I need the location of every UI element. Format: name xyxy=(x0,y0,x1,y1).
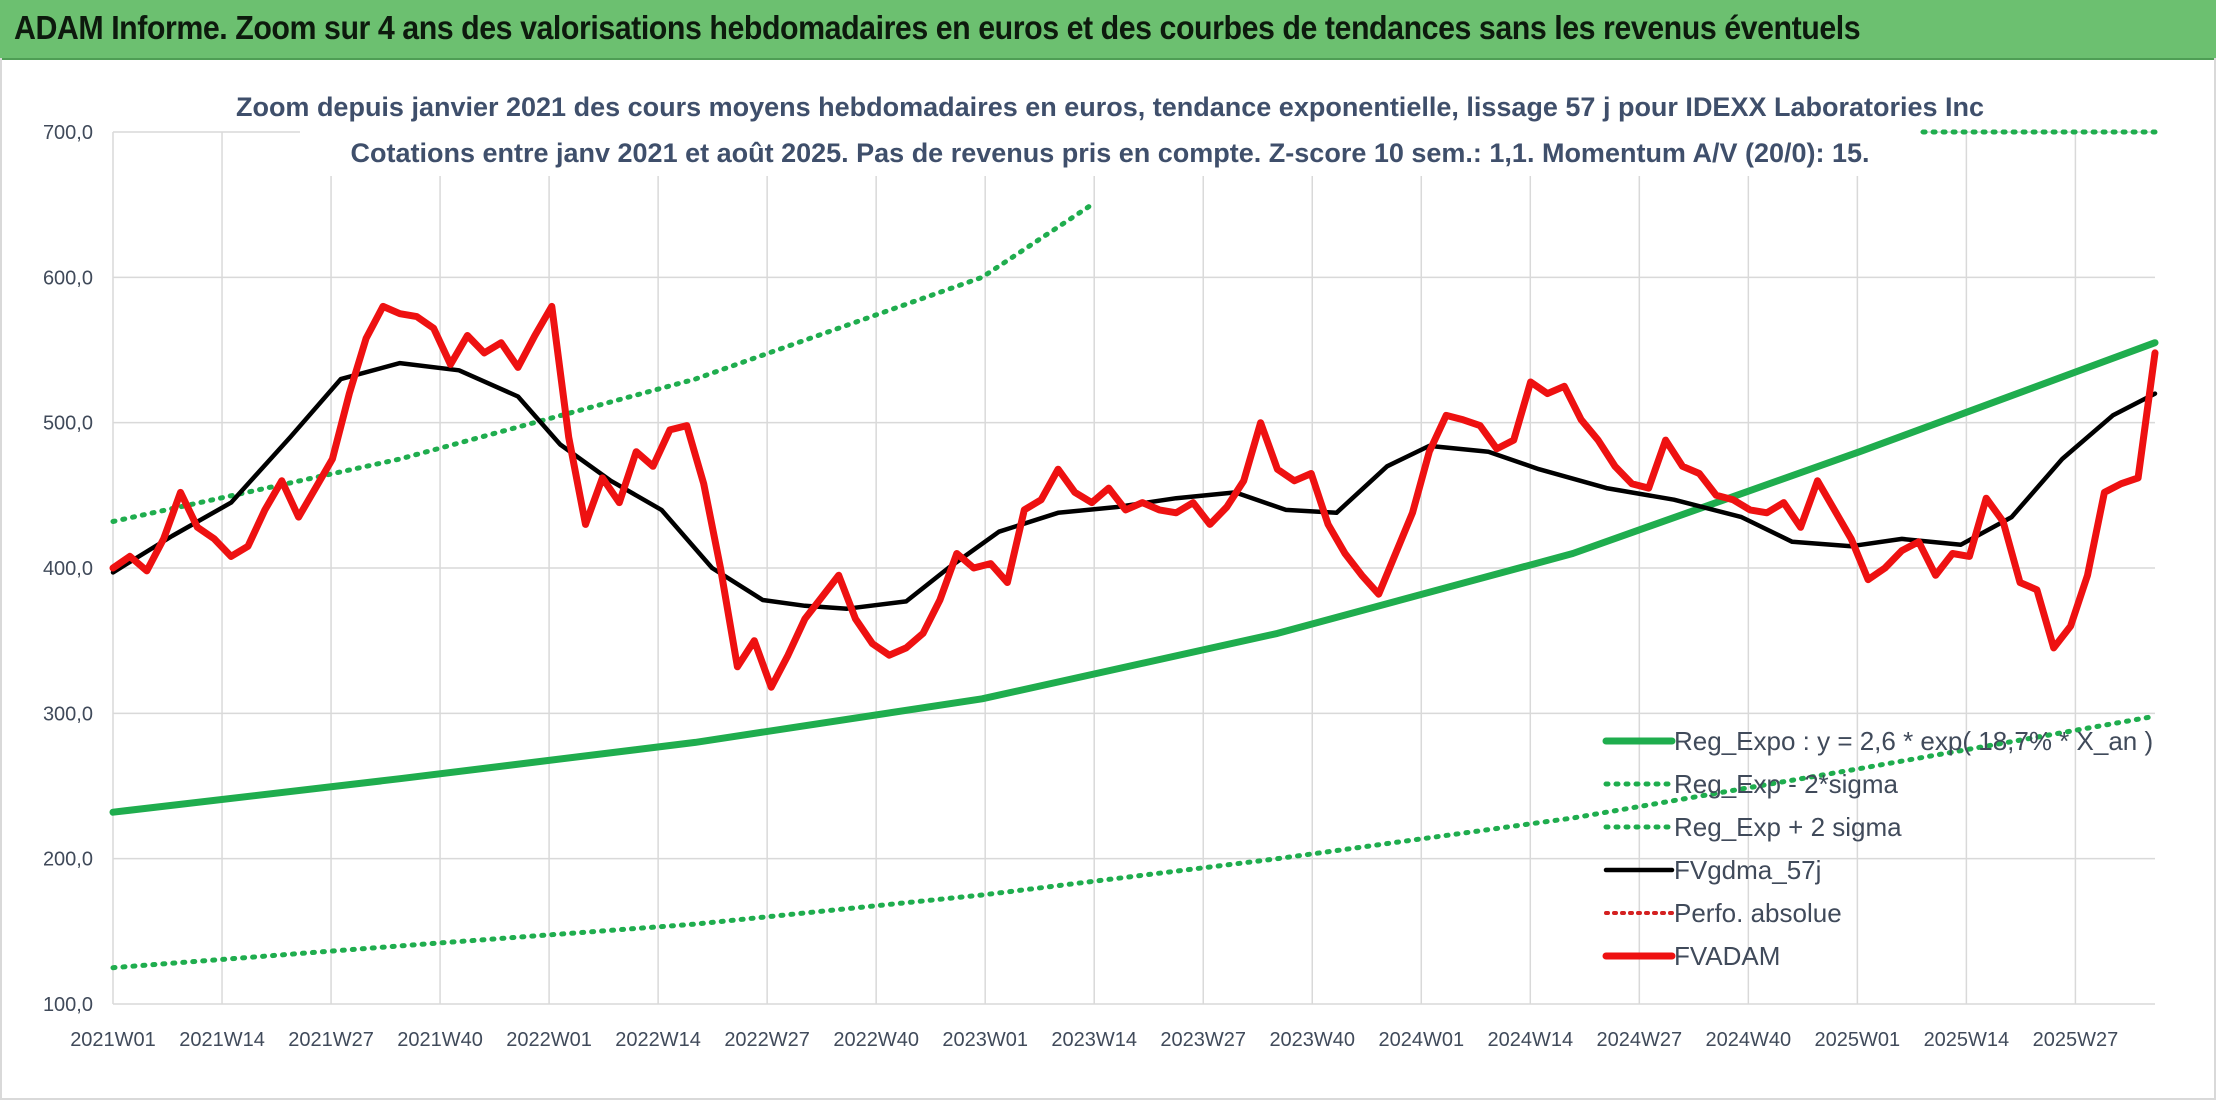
title-backdrop xyxy=(300,86,1920,176)
x-tick-label: 2021W40 xyxy=(397,1029,483,1051)
grid-lines xyxy=(112,131,2155,1005)
y-tick-label: 100,0 xyxy=(43,994,93,1016)
legend-label: Reg_Exp - 2*sigma xyxy=(1674,769,1899,799)
x-tick-label: 2022W40 xyxy=(833,1029,919,1051)
x-tick-label: 2023W40 xyxy=(1269,1029,1355,1051)
y-axis-ticks: 100,0 200,0 300,0 400,0 500,0 600,0 700,0 xyxy=(43,122,93,1016)
chart-frame xyxy=(0,58,2216,1100)
y-tick-label: 400,0 xyxy=(43,558,93,580)
y-tick-label: 300,0 xyxy=(43,703,93,725)
x-tick-label: 2021W01 xyxy=(70,1029,156,1051)
legend-label: Perfo. absolue xyxy=(1674,898,1842,928)
x-tick-label: 2022W14 xyxy=(615,1029,701,1051)
x-axis-ticks: 2021W01 2021W14 2021W27 2021W40 2022W01 2022W… xyxy=(70,1029,2118,1051)
x-tick-label: 2022W01 xyxy=(506,1029,592,1051)
x-tick-label: 2023W01 xyxy=(942,1029,1028,1051)
report-banner: ADAM Informe. Zoom sur 4 ans des valoris… xyxy=(0,0,2216,60)
x-tick-label: 2025W27 xyxy=(2033,1029,2119,1051)
reg-expo-minus-2sigma-line xyxy=(110,713,2158,971)
chart-subtitle: Cotations entre janv 2021 et août 2025. … xyxy=(350,138,1869,168)
y-tick-label: 600,0 xyxy=(43,267,93,289)
x-tick-label: 2023W14 xyxy=(1051,1029,1137,1051)
reg-expo-line xyxy=(109,339,2159,816)
legend-label: Reg_Exp + 2 sigma xyxy=(1674,812,1902,842)
legend-label: Reg_Expo : y = 2,6 * exp( 18,7% * X_an ) xyxy=(1674,726,2153,756)
reg-expo-plus-2sigma-line xyxy=(110,202,1095,524)
x-tick-label: 2021W14 xyxy=(179,1029,265,1051)
x-tick-label: 2025W14 xyxy=(1924,1029,2010,1051)
x-tick-label: 2024W40 xyxy=(1706,1029,1792,1051)
legend-label: FVADAM xyxy=(1674,941,1780,971)
y-tick-label: 500,0 xyxy=(43,413,93,435)
x-tick-label: 2021W27 xyxy=(288,1029,374,1051)
chart-title: Zoom depuis janvier 2021 des cours moyen… xyxy=(236,92,1984,122)
x-tick-label: 2024W01 xyxy=(1378,1029,1464,1051)
series-layer xyxy=(109,129,2159,971)
legend: Reg_Expo : y = 2,6 * exp( 18,7% * X_an )… xyxy=(1602,726,2153,971)
fvadam-price-line xyxy=(109,302,2159,691)
x-tick-label: 2024W14 xyxy=(1487,1029,1573,1051)
x-tick-label: 2022W27 xyxy=(724,1029,810,1051)
y-tick-label: 700,0 xyxy=(43,122,93,144)
x-tick-label: 2025W01 xyxy=(1815,1029,1901,1051)
x-tick-label: 2023W27 xyxy=(1160,1029,1246,1051)
x-tick-label: 2024W27 xyxy=(1597,1029,1683,1051)
y-tick-label: 200,0 xyxy=(43,849,93,871)
legend-label: FVgdma_57j xyxy=(1674,855,1821,885)
moving-average-line xyxy=(110,360,2158,611)
banner-title: ADAM Informe. Zoom sur 4 ans des valoris… xyxy=(14,9,1861,46)
